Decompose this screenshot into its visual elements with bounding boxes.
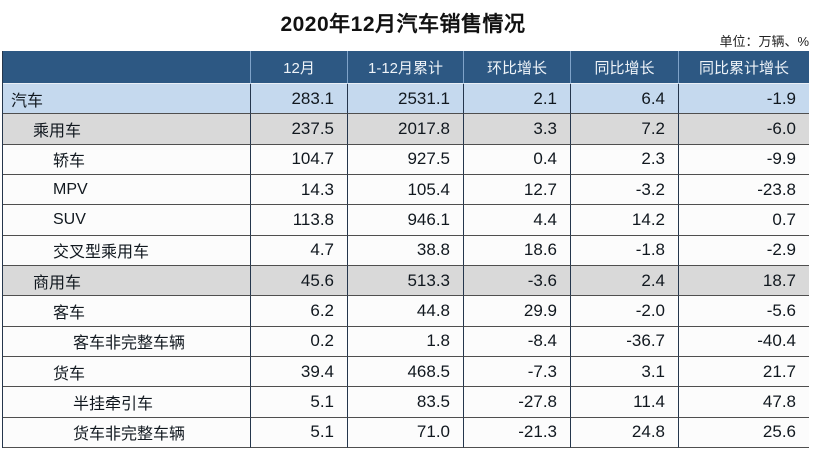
value-cell: 45.6 [251, 265, 348, 297]
value-cell: 24.8 [571, 417, 679, 448]
value-cell: -27.8 [464, 387, 571, 418]
value-cell: 5.1 [251, 417, 348, 448]
column-header: 同比累计增长 [679, 51, 809, 84]
value-cell: 21.7 [679, 356, 809, 388]
value-cell: 3.1 [571, 356, 679, 388]
page-title: 2020年12月汽车销售情况 [280, 13, 526, 36]
row-label-cell: SUV [3, 205, 251, 236]
row-label-cell: 客车 [3, 296, 251, 327]
column-header: 1-12月累计 [348, 51, 464, 84]
value-cell: 105.4 [348, 174, 464, 206]
value-cell: 2.4 [571, 265, 679, 297]
value-cell: 14.3 [251, 174, 348, 206]
value-cell: 283.1 [251, 84, 348, 115]
value-cell: -7.3 [464, 356, 571, 388]
value-cell: -40.4 [679, 326, 809, 357]
column-header: 环比增长 [464, 51, 571, 84]
value-cell: 2531.1 [348, 84, 464, 115]
value-cell: -1.9 [679, 84, 809, 115]
column-header: 同比增长 [571, 51, 679, 84]
value-cell: 3.3 [464, 114, 571, 145]
value-cell: 11.4 [571, 387, 679, 418]
value-cell: -2.0 [571, 296, 679, 327]
value-cell: 12.7 [464, 174, 571, 206]
value-cell: 38.8 [348, 235, 464, 266]
value-cell: -1.8 [571, 235, 679, 266]
value-cell: 5.1 [251, 387, 348, 418]
value-cell: 39.4 [251, 356, 348, 388]
value-cell: 25.6 [679, 417, 809, 448]
value-cell: 47.8 [679, 387, 809, 418]
value-cell: -23.8 [679, 174, 809, 206]
sales-table: 12月 1-12月累计 环比增长 同比增长 同比累计增长汽车 283.1 2531.1 2.1… [2, 51, 809, 448]
value-cell: -3.2 [571, 174, 679, 206]
row-label-cell: 轿车 [3, 144, 251, 175]
value-cell: 2.1 [464, 84, 571, 115]
value-cell: 6.4 [571, 84, 679, 115]
value-cell: 1.8 [348, 326, 464, 357]
value-cell: -6.0 [679, 114, 809, 145]
row-label-cell: 汽车 [3, 84, 251, 115]
value-cell: 0.7 [679, 205, 809, 236]
value-cell: 4.4 [464, 205, 571, 236]
value-cell: 237.5 [251, 114, 348, 145]
value-cell: 7.2 [571, 114, 679, 145]
row-label-cell: 货车非完整车辆 [3, 417, 251, 448]
value-cell: 71.0 [348, 417, 464, 448]
value-cell: 14.2 [571, 205, 679, 236]
value-cell: 83.5 [348, 387, 464, 418]
value-cell: 29.9 [464, 296, 571, 327]
value-cell: -9.9 [679, 144, 809, 175]
value-cell: 104.7 [251, 144, 348, 175]
row-label-cell: 客车非完整车辆 [3, 326, 251, 357]
value-cell: 2017.8 [348, 114, 464, 145]
value-cell: -21.3 [464, 417, 571, 448]
row-label-cell: 货车 [3, 356, 251, 388]
value-cell: -8.4 [464, 326, 571, 357]
value-cell: 513.3 [348, 265, 464, 297]
value-cell: 6.2 [251, 296, 348, 327]
value-cell: 927.5 [348, 144, 464, 175]
value-cell: 4.7 [251, 235, 348, 266]
value-cell: 2.3 [571, 144, 679, 175]
row-label-cell: 商用车 [3, 265, 251, 297]
value-cell: 946.1 [348, 205, 464, 236]
value-cell: 18.6 [464, 235, 571, 266]
value-cell: 0.2 [251, 326, 348, 357]
value-cell: -36.7 [571, 326, 679, 357]
row-label-cell: 半挂牵引车 [3, 387, 251, 418]
value-cell: 468.5 [348, 356, 464, 388]
row-label-cell: 交叉型乘用车 [3, 235, 251, 266]
value-cell: -3.6 [464, 265, 571, 297]
value-cell: 18.7 [679, 265, 809, 297]
value-cell: -5.6 [679, 296, 809, 327]
unit-label: 单位：万辆、% [719, 34, 809, 49]
column-header-category [3, 51, 251, 84]
value-cell: -2.9 [679, 235, 809, 266]
value-cell: 113.8 [251, 205, 348, 236]
row-label-cell: MPV [3, 174, 251, 206]
column-header: 12月 [251, 51, 348, 84]
row-label-cell: 乘用车 [3, 114, 251, 145]
value-cell: 44.8 [348, 296, 464, 327]
value-cell: 0.4 [464, 144, 571, 175]
